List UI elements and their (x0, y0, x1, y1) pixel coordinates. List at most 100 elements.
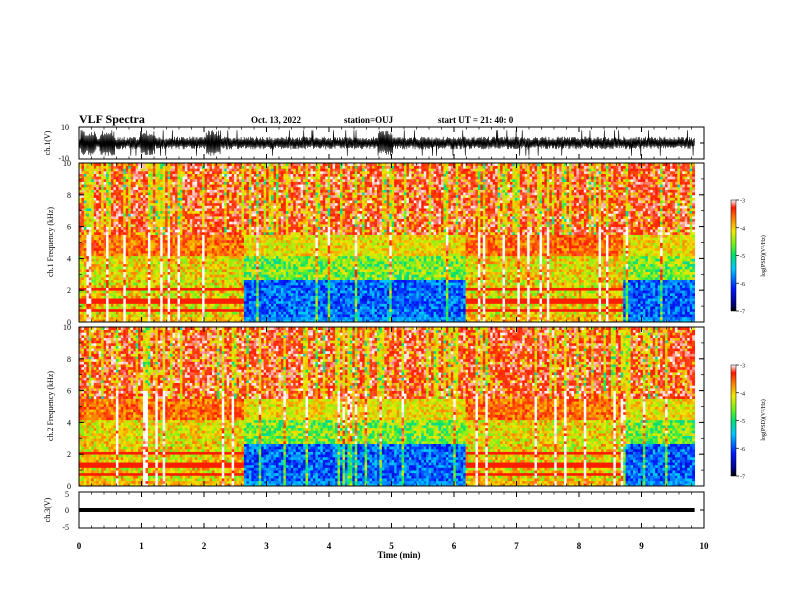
spectrogram-cell (261, 245, 264, 248)
spectrogram-cell (261, 303, 264, 306)
spectrogram-cell (210, 174, 213, 177)
spectrogram-cell (182, 314, 185, 317)
spectrogram-cell (192, 303, 195, 306)
spectrogram-cell (104, 166, 107, 169)
spectrogram-cell (246, 303, 249, 306)
spectrogram-cell (205, 182, 208, 185)
spectrogram-cell (143, 258, 146, 261)
spectrogram-cell (101, 166, 104, 169)
spectrogram-cell (145, 256, 148, 259)
spectrogram-cell (190, 266, 193, 269)
spectrogram-cell (155, 235, 158, 238)
spectrogram-cell (106, 301, 109, 304)
spectrogram-cell (205, 205, 208, 208)
spectrogram-cell (271, 168, 274, 171)
spectrogram-cell (145, 190, 148, 193)
spectrogram-cell (116, 203, 119, 206)
spectrogram-cell (242, 264, 245, 267)
spectrogram-cell (163, 224, 166, 227)
spectrogram-cell (91, 266, 94, 269)
spectrogram-cell (99, 314, 102, 317)
spectrogram-cell (242, 200, 245, 203)
spectrogram-cell (94, 296, 97, 299)
spectrogram-cell (239, 288, 242, 291)
spectrogram-cell (251, 171, 254, 174)
spectrogram-cell (158, 253, 161, 256)
spectrogram-cell (153, 282, 156, 285)
spectrogram-cell (251, 282, 254, 285)
spectrogram-cell (261, 317, 264, 320)
spectrogram-cell (222, 282, 225, 285)
spectrogram-cell (113, 311, 116, 314)
spectrogram-cell (145, 311, 148, 314)
spectrogram-cell (224, 203, 227, 206)
spectrogram-cell (81, 274, 84, 277)
spectrogram-cell (205, 219, 208, 222)
spectrogram-cell (202, 197, 205, 200)
spectrogram-cell (145, 261, 148, 264)
spectrogram-cell (155, 256, 158, 259)
spectrogram-cell (249, 208, 252, 211)
spectrogram-cell (180, 240, 183, 243)
spectrogram-cell (281, 224, 284, 227)
spectrogram-cell (111, 301, 114, 304)
spectrogram-cell (175, 303, 178, 306)
spectrogram-cell (118, 240, 121, 243)
spectrogram-cell (278, 256, 281, 259)
spectrogram-cell (232, 224, 235, 227)
spectrogram-cell (246, 280, 249, 283)
spectrogram-cell (126, 197, 129, 200)
spectrogram-cell (81, 168, 84, 171)
spectrogram-cell (126, 306, 129, 309)
spectrogram-cell (133, 250, 136, 253)
spectrogram-cell (86, 243, 89, 246)
spectrogram-cell (251, 303, 254, 306)
spectrogram-cell (227, 243, 230, 246)
spectrogram-cell (232, 190, 235, 193)
spectrogram-cell (173, 229, 176, 232)
spectrogram-cell (219, 264, 222, 267)
spectrogram-cell (185, 211, 188, 214)
spectrogram-cell (173, 203, 176, 206)
spectrogram-cell (249, 179, 252, 182)
spectrogram-cell (170, 182, 173, 185)
spectrogram-cell (200, 290, 203, 293)
spectrogram-cell (274, 285, 277, 288)
spectrogram-cell (145, 301, 148, 304)
spectrogram-cell (200, 258, 203, 261)
spectrogram-cell (96, 253, 99, 256)
spectrogram-cell (190, 227, 193, 230)
spectrogram-cell (91, 296, 94, 299)
spectrogram-cell (244, 274, 247, 277)
spectrogram-cell (205, 192, 208, 195)
spectrogram-cell (111, 171, 114, 174)
spectrogram-cell (195, 224, 198, 227)
spectrogram-cell (168, 290, 171, 293)
spectrogram-cell (182, 243, 185, 246)
spectrogram-cell (84, 205, 87, 208)
spectrogram-cell (237, 253, 240, 256)
spectrogram-cell (168, 309, 171, 312)
spectrogram-cell (185, 219, 188, 222)
spectrogram-cell (86, 258, 89, 261)
spectrogram-cell (254, 301, 257, 304)
spectrogram-cell (224, 192, 227, 195)
spectrogram-cell (133, 232, 136, 235)
spectrogram-cell (246, 224, 249, 227)
spectrogram-cell (133, 195, 136, 198)
spectrogram-cell (251, 219, 254, 222)
spectrogram-cell (276, 240, 279, 243)
spectrogram-cell (254, 240, 257, 243)
spectrogram-cell (259, 208, 262, 211)
spectrogram-cell (118, 245, 121, 248)
spectrogram-cell (109, 288, 112, 291)
spectrogram-cell (205, 174, 208, 177)
spectrogram-cell (116, 306, 119, 309)
spectrogram-cell (128, 264, 131, 267)
spectrogram-cell (229, 248, 232, 251)
spectrogram-cell (111, 176, 114, 179)
spectrogram-cell (163, 293, 166, 296)
spectrogram-cell (96, 221, 99, 224)
spectrogram-cell (113, 184, 116, 187)
spectrogram-cell (264, 190, 267, 193)
